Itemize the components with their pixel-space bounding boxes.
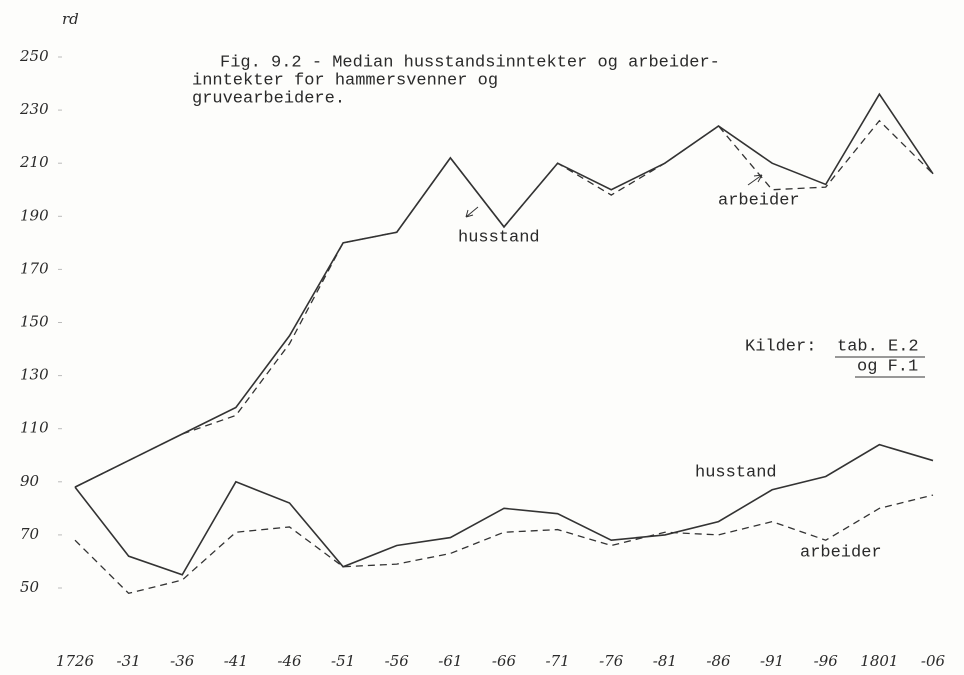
series-label: husstand: [695, 463, 777, 482]
series-label: husstand: [458, 228, 540, 247]
y-tick-label: 210: [19, 153, 49, 171]
y-tick-label: 90: [20, 472, 40, 490]
x-tick-label: -51: [331, 652, 355, 670]
series-line: [74, 494, 934, 595]
x-tick-label: -56: [385, 652, 410, 670]
source: Kilder:: [745, 337, 816, 356]
x-tick-label: -81: [653, 652, 677, 670]
series-label: arbeider: [718, 191, 800, 210]
y-tick-label: 150: [20, 313, 49, 331]
x-tick-label: -71: [546, 652, 570, 670]
series-label: arbeider: [800, 543, 882, 562]
arrow: [465, 206, 479, 218]
y-tick-label: 250: [19, 47, 49, 65]
x-tick-label: -66: [492, 652, 517, 670]
chart-title: gruvearbeidere.: [192, 89, 345, 108]
x-tick-label: -61: [438, 652, 462, 670]
source: tab. E.2: [837, 337, 919, 356]
x-tick-label: -46: [277, 652, 302, 670]
x-tick-label: -06: [921, 652, 946, 670]
series-line: [74, 443, 934, 576]
x-tick-label: -96: [814, 652, 839, 670]
y-tick-label: 190: [20, 206, 49, 224]
y-tick-label: 170: [20, 259, 49, 277]
chart-title: inntekter for hammersvenner og: [192, 71, 498, 90]
y-tick-label: 130: [20, 366, 49, 384]
x-tick-label: -91: [760, 652, 784, 670]
x-tick-label: 1726: [56, 652, 95, 670]
y-tick-label: 50: [20, 578, 40, 596]
x-tick-label: -41: [224, 652, 248, 670]
x-tick-label: -36: [170, 652, 195, 670]
y-tick-label: 110: [20, 419, 49, 437]
source: og F.1: [857, 357, 918, 376]
series-line: [74, 92, 934, 488]
x-tick-label: -76: [599, 652, 624, 670]
x-tick-label: -86: [706, 652, 731, 670]
y-axis-label: rd: [62, 10, 79, 28]
chart-title: Fig. 9.2 - Median husstandsinntekter og …: [220, 53, 720, 72]
series-line: [74, 119, 934, 488]
y-tick-label: 70: [20, 525, 40, 543]
x-tick-label: -31: [117, 652, 141, 670]
y-tick-label: 230: [19, 100, 49, 118]
arrow: [747, 174, 763, 186]
x-tick-label: 1801: [860, 652, 898, 670]
